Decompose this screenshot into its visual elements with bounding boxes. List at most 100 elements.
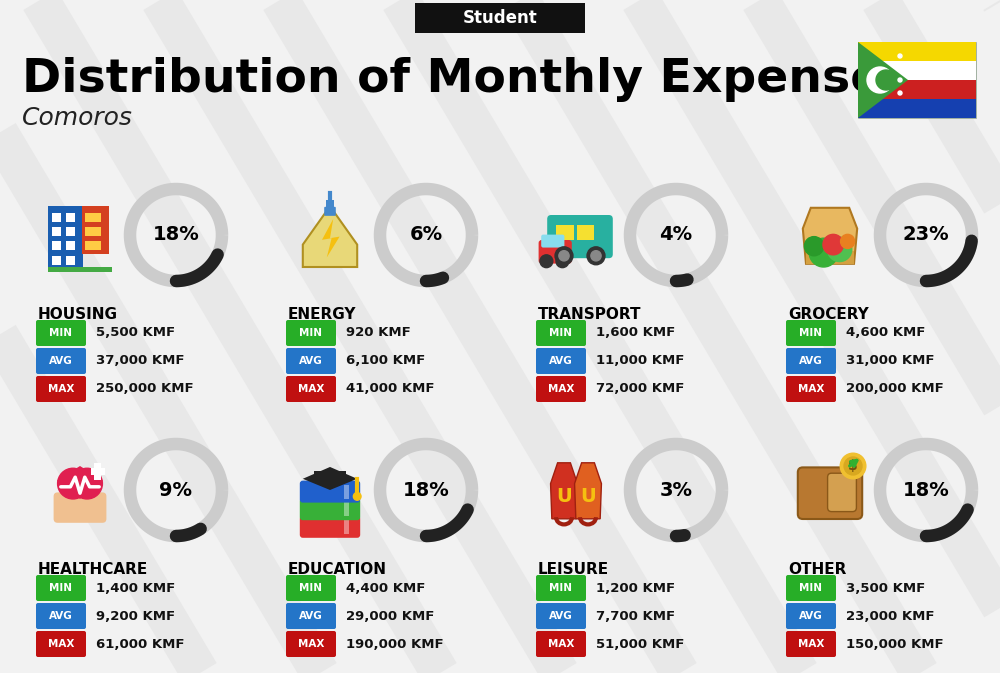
Text: 23,000 KMF: 23,000 KMF [846,610,934,623]
FancyBboxPatch shape [786,631,836,657]
Text: Comoros: Comoros [22,106,133,130]
Text: 18%: 18% [903,481,949,499]
FancyBboxPatch shape [536,631,586,657]
Text: MAX: MAX [548,384,574,394]
Text: 200,000 KMF: 200,000 KMF [846,382,944,396]
FancyBboxPatch shape [536,348,586,374]
Text: MIN: MIN [550,583,572,593]
FancyBboxPatch shape [547,215,613,258]
Text: MAX: MAX [548,639,574,649]
FancyBboxPatch shape [54,493,106,523]
Polygon shape [575,463,601,519]
FancyBboxPatch shape [36,603,86,629]
Text: U: U [580,487,596,506]
FancyBboxPatch shape [798,468,862,519]
FancyBboxPatch shape [858,80,976,99]
Text: 1,200 KMF: 1,200 KMF [596,581,675,594]
FancyBboxPatch shape [300,516,360,538]
FancyBboxPatch shape [326,200,329,208]
Text: AVG: AVG [299,611,323,621]
FancyBboxPatch shape [344,520,349,534]
Text: 4,600 KMF: 4,600 KMF [846,326,925,339]
Text: 9,200 KMF: 9,200 KMF [96,610,175,623]
Text: MAX: MAX [298,384,324,394]
Text: LEISURE: LEISURE [538,562,609,577]
Text: AVG: AVG [799,611,823,621]
FancyBboxPatch shape [541,235,564,248]
FancyBboxPatch shape [85,227,101,236]
Text: HEALTHCARE: HEALTHCARE [38,562,148,577]
Text: 920 KMF: 920 KMF [346,326,411,339]
Circle shape [804,237,824,256]
Text: 23%: 23% [903,225,949,244]
Text: EDUCATION: EDUCATION [288,562,387,577]
FancyBboxPatch shape [36,348,86,374]
FancyBboxPatch shape [300,481,360,503]
Text: 61,000 KMF: 61,000 KMF [96,637,184,651]
FancyBboxPatch shape [286,575,336,601]
Text: MIN: MIN [50,328,72,338]
FancyBboxPatch shape [858,42,976,118]
Text: MAX: MAX [298,639,324,649]
Circle shape [844,457,862,475]
Text: GROCERY: GROCERY [788,307,869,322]
FancyBboxPatch shape [786,603,836,629]
FancyBboxPatch shape [806,251,854,264]
FancyBboxPatch shape [286,376,336,402]
Text: 6,100 KMF: 6,100 KMF [346,355,425,367]
FancyBboxPatch shape [324,207,336,216]
FancyBboxPatch shape [66,242,75,250]
Text: 37,000 KMF: 37,000 KMF [96,355,184,367]
Text: 7,700 KMF: 7,700 KMF [596,610,675,623]
Circle shape [559,250,569,261]
Circle shape [72,468,102,499]
Text: Distribution of Monthly Expenses: Distribution of Monthly Expenses [22,57,910,102]
Circle shape [898,54,902,58]
Text: 41,000 KMF: 41,000 KMF [346,382,434,396]
Text: AVG: AVG [799,356,823,366]
Text: TRANSPORT: TRANSPORT [538,307,642,322]
Circle shape [809,238,838,267]
FancyBboxPatch shape [94,463,101,481]
Text: 150,000 KMF: 150,000 KMF [846,637,944,651]
Circle shape [540,255,553,268]
Text: 3,500 KMF: 3,500 KMF [846,581,925,594]
FancyBboxPatch shape [786,348,836,374]
Polygon shape [551,463,577,519]
FancyBboxPatch shape [91,468,105,475]
Text: 190,000 KMF: 190,000 KMF [346,637,444,651]
Circle shape [898,65,902,69]
Circle shape [898,78,902,82]
FancyBboxPatch shape [66,227,75,236]
Text: MAX: MAX [48,639,74,649]
Text: MIN: MIN [800,328,822,338]
Text: 250,000 KMF: 250,000 KMF [96,382,194,396]
Text: HOUSING: HOUSING [38,307,118,322]
Circle shape [556,255,569,268]
FancyBboxPatch shape [577,225,594,240]
Text: U: U [556,487,572,506]
FancyBboxPatch shape [286,631,336,657]
Circle shape [555,247,573,264]
Circle shape [898,91,902,95]
Text: 72,000 KMF: 72,000 KMF [596,382,684,396]
Text: 9%: 9% [160,481,192,499]
Text: 5,500 KMF: 5,500 KMF [96,326,175,339]
FancyBboxPatch shape [536,603,586,629]
FancyBboxPatch shape [91,468,105,475]
Text: AVG: AVG [49,356,73,366]
Text: 31,000 KMF: 31,000 KMF [846,355,934,367]
FancyBboxPatch shape [556,225,574,240]
Text: 6%: 6% [409,225,443,244]
FancyBboxPatch shape [52,227,61,236]
Text: 11,000 KMF: 11,000 KMF [596,355,684,367]
FancyBboxPatch shape [539,240,572,264]
Text: MIN: MIN [300,328,322,338]
FancyBboxPatch shape [48,206,83,267]
FancyBboxPatch shape [786,575,836,601]
Text: Student: Student [463,9,537,27]
FancyBboxPatch shape [344,502,349,516]
FancyBboxPatch shape [858,99,976,118]
Polygon shape [803,208,857,264]
Text: AVG: AVG [299,356,323,366]
